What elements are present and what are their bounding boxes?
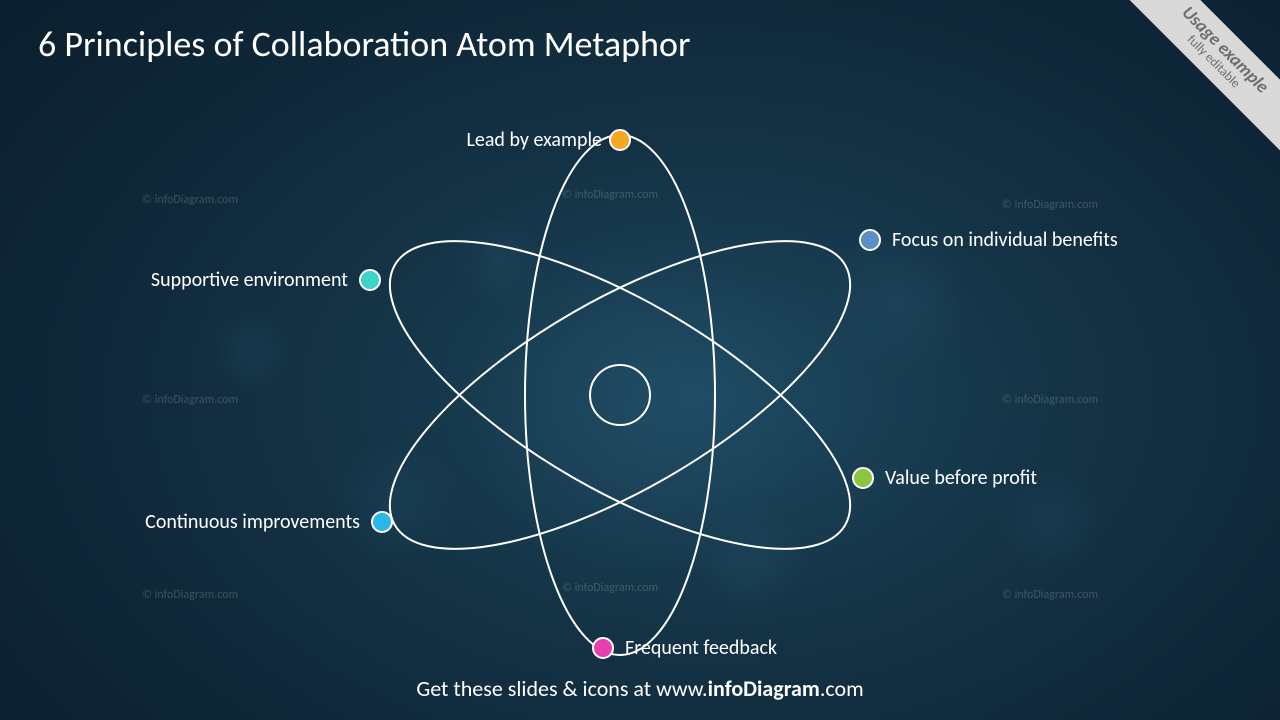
watermark: © infoDiagram.com: [142, 193, 238, 207]
label-support: Supportive environment: [151, 268, 348, 292]
node-feedback: [592, 637, 614, 659]
label-value: Value before profit: [885, 466, 1037, 490]
node-support: [359, 269, 381, 291]
node-focus: [859, 229, 881, 251]
footer-suffix: .com: [820, 675, 864, 702]
slide: 6 Principles of Collaboration Atom Metap…: [0, 0, 1280, 720]
watermark: © infoDiagram.com: [1002, 393, 1098, 407]
watermark: © infoDiagram.com: [142, 393, 238, 407]
footer-brand: infoDiagram: [708, 675, 820, 702]
footer-attribution: Get these slides & icons at www.infoDiag…: [0, 675, 1280, 702]
node-value: [852, 467, 874, 489]
node-continuous: [371, 511, 393, 533]
footer-prefix: Get these slides & icons at www.: [416, 675, 707, 702]
watermark: © infoDiagram.com: [142, 588, 238, 602]
label-continuous: Continuous improvements: [145, 510, 360, 534]
label-focus: Focus on individual benefits: [892, 228, 1118, 252]
label-feedback: Frequent feedback: [625, 636, 777, 660]
label-lead: Lead by example: [466, 128, 602, 152]
watermark: © infoDiagram.com: [1002, 588, 1098, 602]
watermark: © infoDiagram.com: [1002, 198, 1098, 212]
atom-diagram: [0, 0, 1280, 720]
watermark: © infoDiagram.com: [562, 581, 658, 595]
node-lead: [609, 129, 631, 151]
watermark: © infoDiagram.com: [562, 188, 658, 202]
